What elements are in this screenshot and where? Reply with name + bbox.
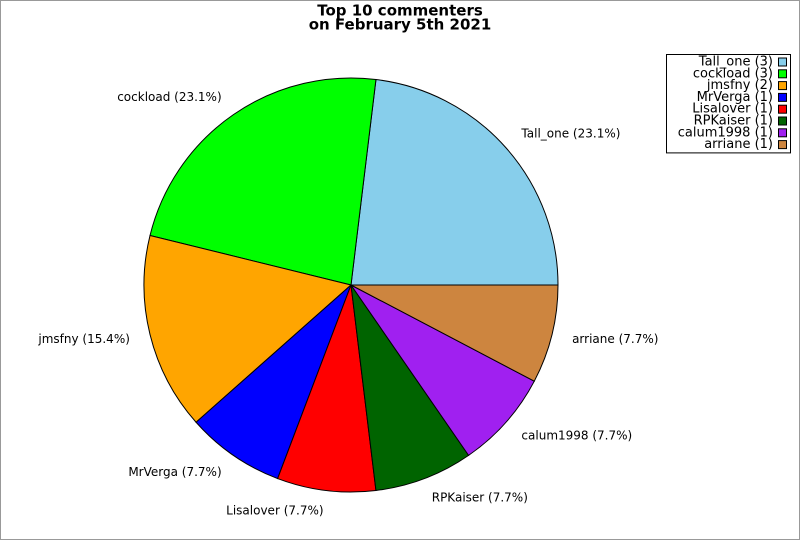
pie-slice (350, 78, 559, 286)
pie: Tall_one (23.1%) cockload (23.1%) jmsfny (… (37, 77, 658, 518)
pie-slice (350, 284, 559, 382)
legend-swatch (778, 104, 787, 114)
legend-label: Lisalover (1) (692, 102, 773, 117)
pie-slice (143, 234, 353, 423)
legend-label: MrVerga (1) (697, 90, 773, 105)
pie-slice (350, 284, 470, 492)
pie-slice (195, 284, 352, 480)
legend-label: Tall_one (3) (698, 55, 773, 70)
legend-label: RPKaiser (1) (694, 114, 773, 129)
legend: Tall_one (3)cockload (3)jmsfny (2)MrVerg… (666, 54, 791, 154)
legend-label: calum1998 (1) (678, 125, 773, 140)
legend-label: jmsfny (2) (706, 78, 773, 93)
pie-slice (350, 284, 535, 457)
legend-swatch (778, 57, 787, 67)
legend-swatch (778, 81, 787, 91)
slice-label: arriane (7.7%) (572, 332, 658, 346)
legend-swatch (778, 69, 787, 79)
legend-label: arriane (1) (704, 137, 773, 152)
slice-label: cockload (23.1%) (117, 90, 221, 104)
pie-slice (149, 77, 377, 286)
slice-label: calum1998 (7.7%) (521, 428, 632, 442)
legend-label: cockload (3) (693, 66, 773, 81)
slice-label: Lisalover (7.7%) (226, 504, 323, 518)
legend-box (666, 54, 791, 154)
legend-swatch (778, 92, 787, 102)
slice-label: RPKaiser (7.7%) (432, 490, 528, 504)
slice-label: MrVerga (7.7%) (128, 465, 221, 479)
legend-swatch (778, 116, 787, 126)
chart-title: Top 10 commenters (317, 2, 483, 20)
chart-title: on February 5th 2021 (309, 16, 492, 34)
pie-slice (276, 284, 377, 493)
legend-swatch (778, 128, 787, 138)
slice-label: jmsfny (15.4%) (37, 332, 130, 346)
slice-label: Tall_one (23.1%) (520, 127, 620, 141)
legend-swatch (778, 140, 787, 150)
